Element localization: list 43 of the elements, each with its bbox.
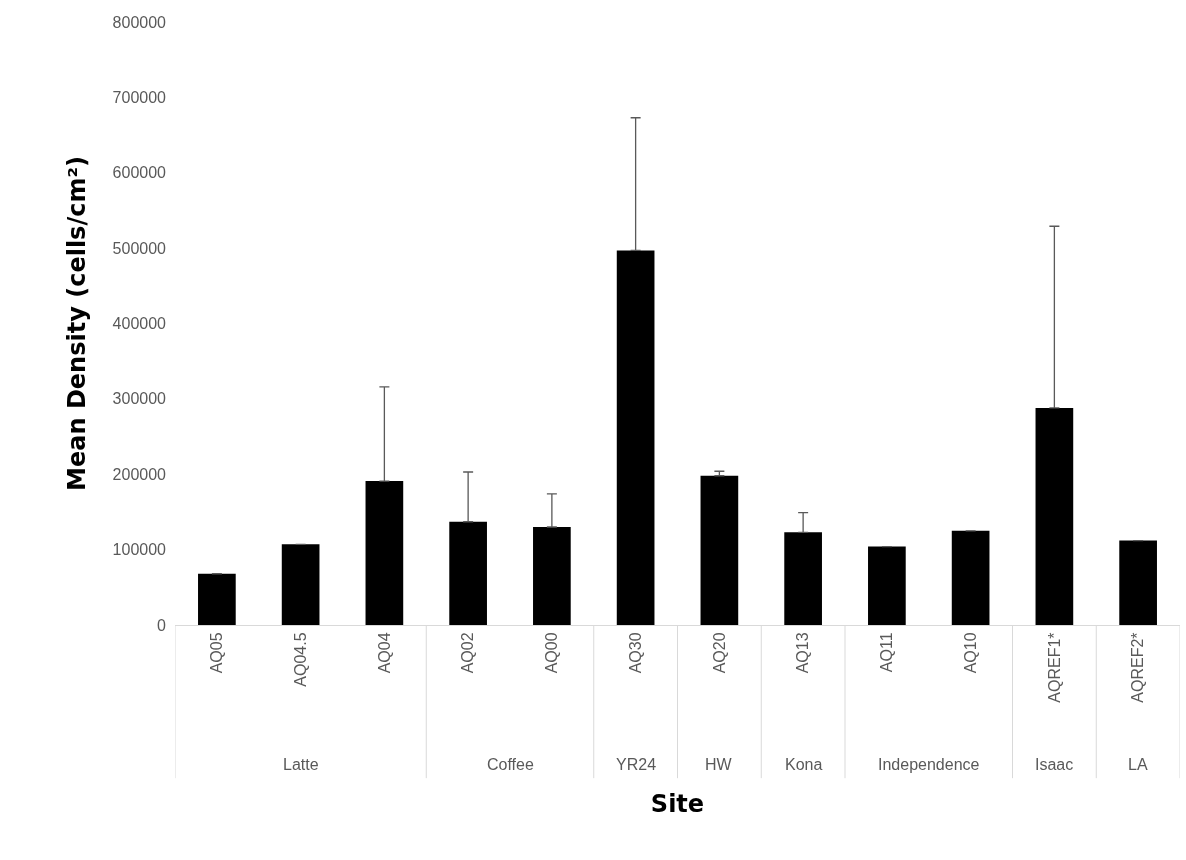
text: HW	[705, 756, 733, 773]
text: LA	[1128, 756, 1148, 773]
bar	[198, 573, 236, 625]
y-tick-label: 200000	[112, 465, 167, 483]
x-axis-title: Site	[650, 790, 705, 818]
y-tick-label: 300000	[112, 390, 167, 408]
x-tick-label: AQ13	[794, 632, 812, 674]
y-tick-label: 400000	[112, 315, 167, 333]
text: Kona	[785, 756, 823, 773]
y-tick-label: 600000	[112, 164, 167, 182]
x-tick-label: AQ30	[626, 632, 644, 674]
x-tick-label: AQREF1*	[1045, 632, 1063, 703]
x-tick-label: AQREF2*	[1129, 632, 1147, 703]
text: Coffee	[487, 756, 534, 773]
bar	[1119, 540, 1157, 625]
x-tick-label: AQ02	[459, 632, 477, 674]
bar	[281, 544, 320, 625]
y-tick-label: 800000	[112, 13, 167, 31]
x-tick-label: AQ11	[878, 632, 896, 673]
bar	[784, 532, 822, 625]
x-tick-label: AQ04.5	[291, 632, 309, 687]
x-tick-label: AQ05	[208, 632, 226, 674]
bar	[449, 521, 487, 625]
bar	[700, 475, 739, 625]
y-tick-label: 700000	[112, 88, 167, 106]
bar	[951, 530, 990, 625]
x-tick-label: AQ20	[710, 632, 728, 674]
text: Latte	[283, 756, 319, 773]
bar	[365, 481, 404, 625]
text: Independence	[878, 756, 980, 773]
bar	[868, 546, 906, 625]
text: YR24	[616, 756, 657, 773]
y-axis-title: Mean Density (cells/cm²)	[62, 156, 91, 491]
bar	[616, 250, 655, 625]
bar	[1035, 407, 1074, 625]
text: Isaac	[1035, 756, 1074, 773]
bar	[533, 527, 571, 625]
x-tick-label: AQ00	[543, 632, 561, 674]
x-tick-label: AQ04	[375, 632, 393, 674]
y-tick-label: 0	[157, 616, 167, 634]
x-tick-label: AQ10	[961, 632, 979, 674]
y-tick-label: 100000	[112, 541, 167, 559]
y-tick-label: 500000	[112, 239, 167, 257]
